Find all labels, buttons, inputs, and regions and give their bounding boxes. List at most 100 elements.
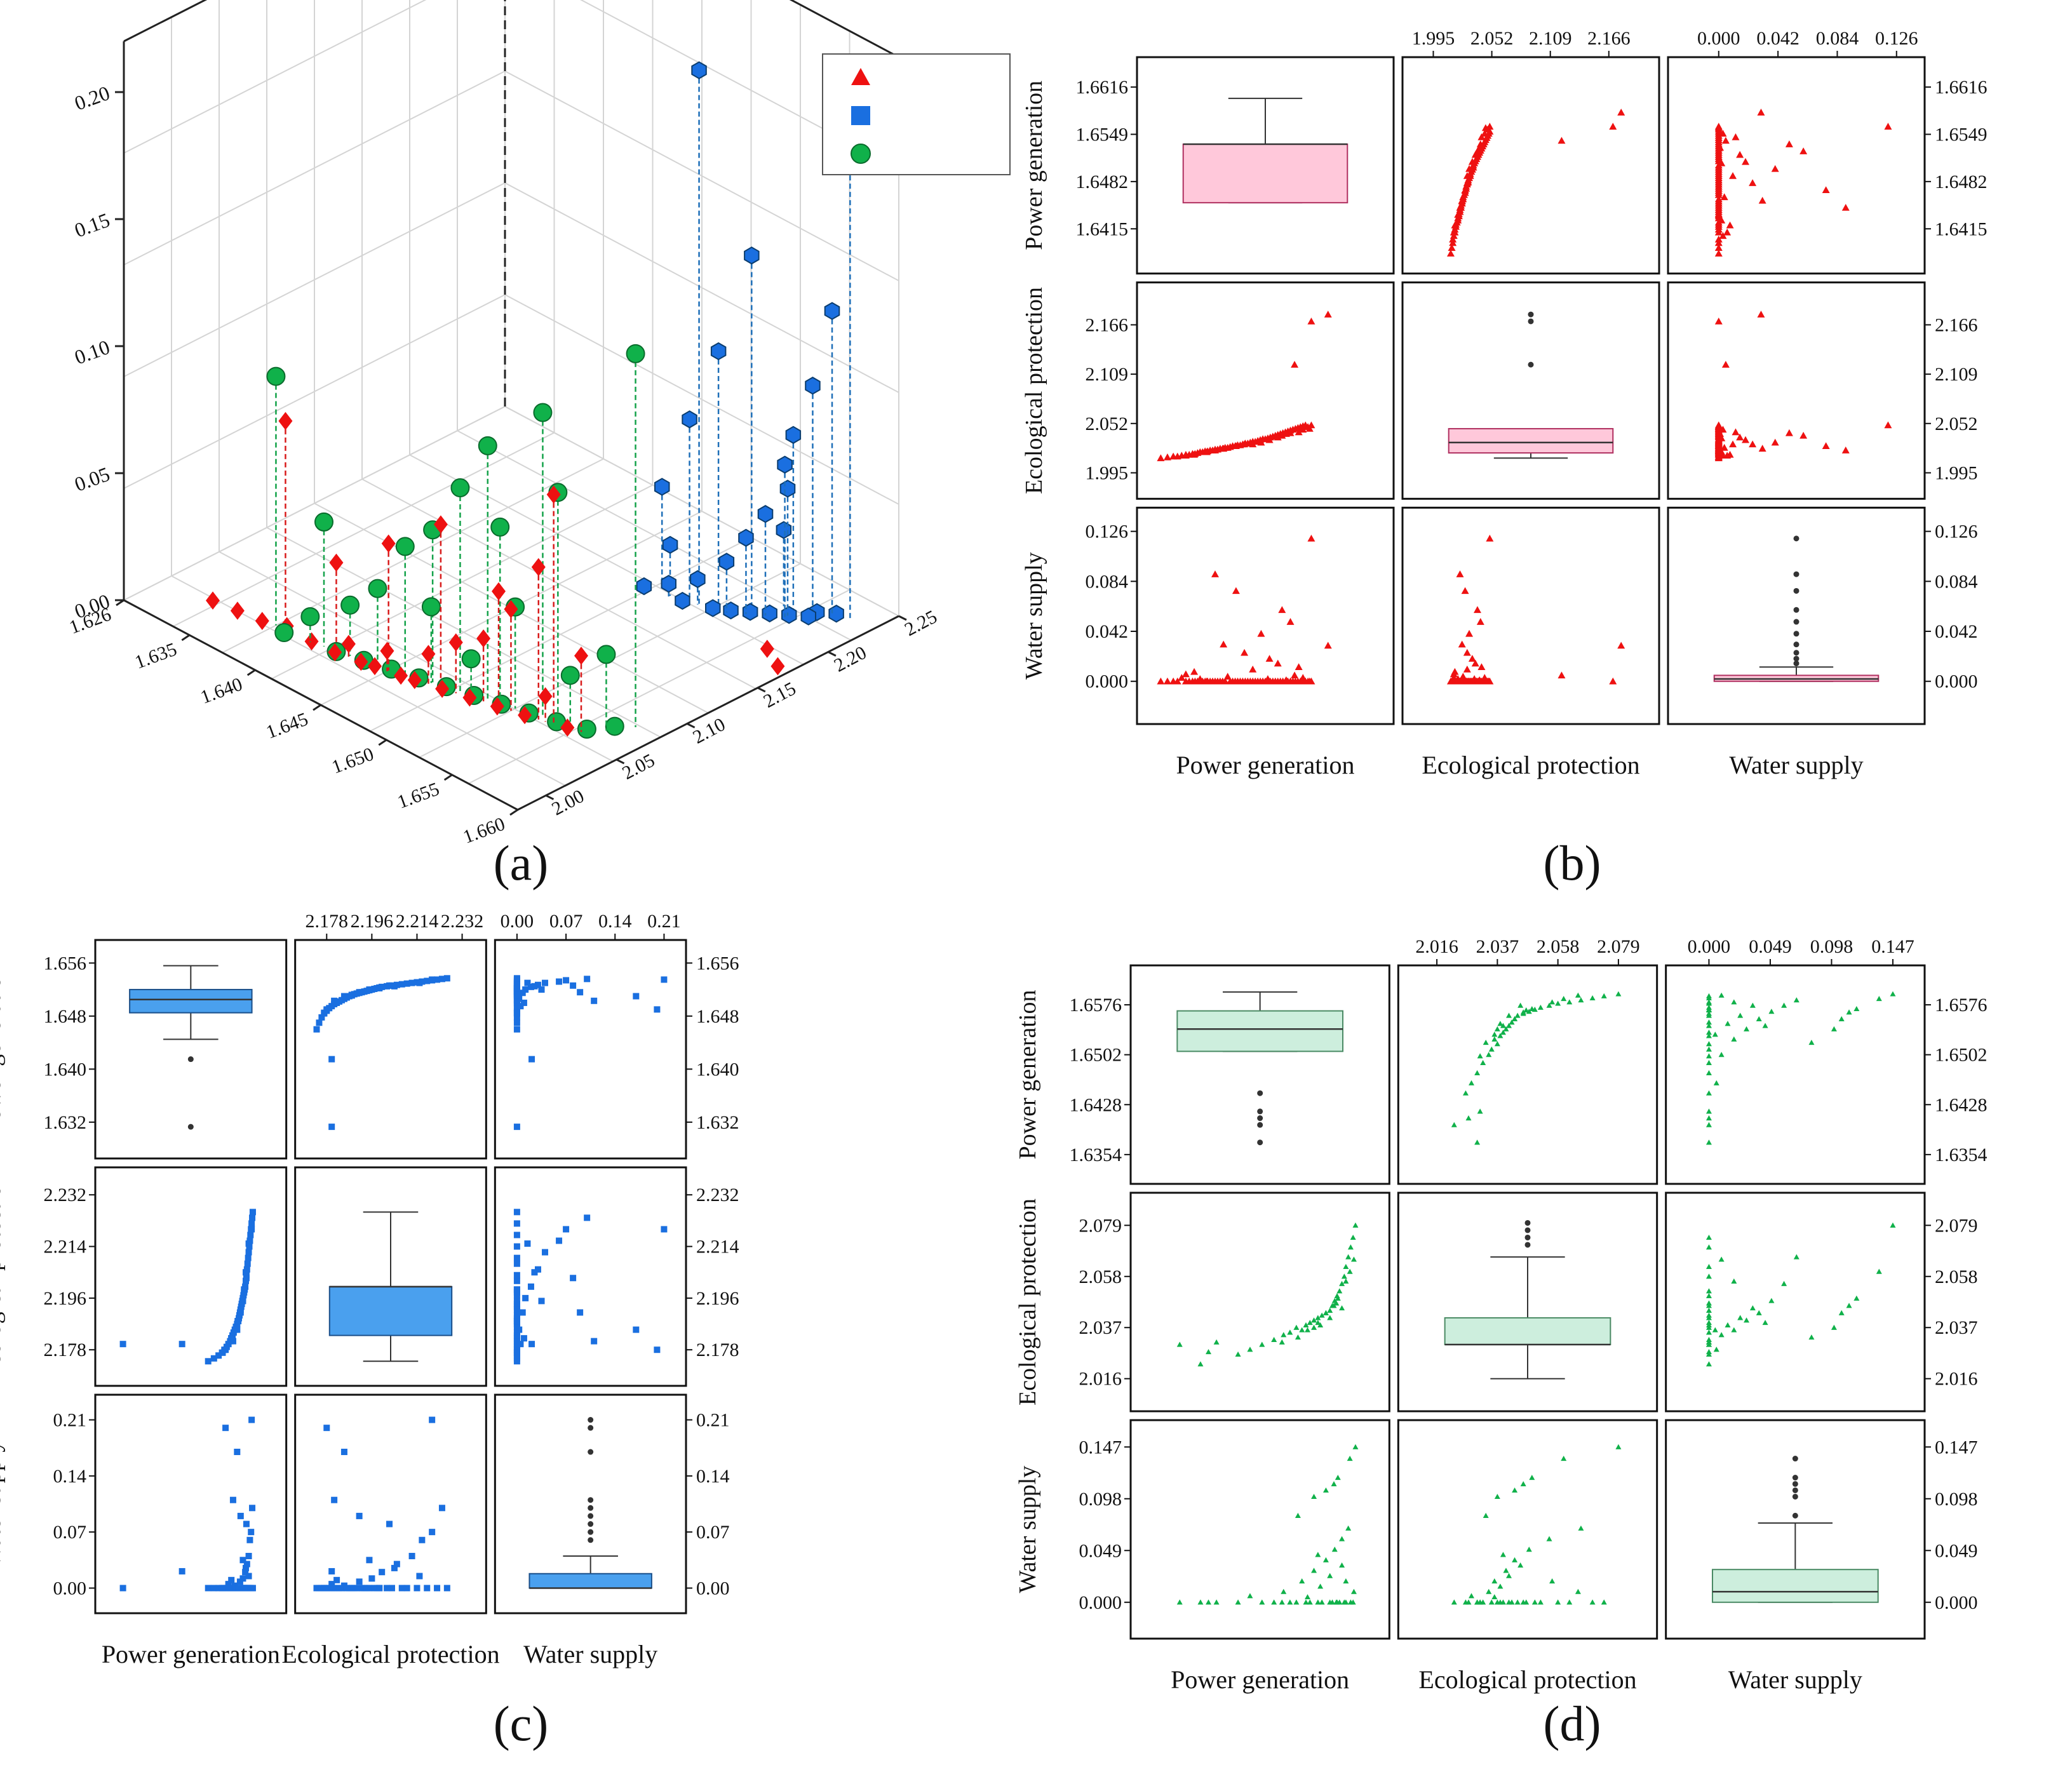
scatter-point xyxy=(1347,1456,1353,1461)
scatter-point xyxy=(1736,433,1744,441)
scatter-point xyxy=(1465,164,1474,172)
scatter-point xyxy=(1705,1030,1712,1035)
scatter-point xyxy=(1725,1021,1731,1026)
scatter-point xyxy=(443,975,450,982)
scatter-point xyxy=(1617,109,1625,116)
scatter-point xyxy=(1720,443,1728,451)
scatter-point xyxy=(1705,1108,1712,1114)
scatter-point xyxy=(1737,1012,1744,1018)
matrix-cell-frame xyxy=(294,939,487,1160)
scatter-point xyxy=(1322,1557,1329,1562)
scatter-point xyxy=(228,1576,235,1583)
z-tick-label: 0.05 xyxy=(71,462,112,496)
box-outlier xyxy=(1792,1456,1798,1462)
scatter-point xyxy=(1241,440,1249,448)
scatter-point xyxy=(1295,1512,1301,1518)
scatter-point xyxy=(1705,1320,1712,1326)
box-outlier xyxy=(1792,1480,1798,1487)
scatter-point xyxy=(1347,1244,1354,1250)
x-tick xyxy=(378,739,387,746)
scatter-point xyxy=(1713,1080,1719,1085)
scatter-point xyxy=(1720,193,1728,201)
scatter-point xyxy=(243,1520,250,1527)
scatter-point xyxy=(1481,674,1489,681)
scatter-point xyxy=(1509,1019,1515,1025)
scatter-point xyxy=(519,990,526,997)
data-point xyxy=(781,606,797,624)
scatter-point xyxy=(243,1561,250,1567)
scatter-point xyxy=(368,1575,375,1582)
scatter-point xyxy=(366,1585,373,1592)
scatter-point xyxy=(1546,1536,1552,1541)
scatter-point xyxy=(328,1056,335,1063)
row-variable-label: Ecological protection xyxy=(1021,287,1047,494)
floor-gridline xyxy=(361,478,757,690)
matrix-cell-frame xyxy=(1665,964,1926,1185)
scatter-point xyxy=(1732,133,1740,140)
scatter-point xyxy=(1327,1315,1333,1320)
right-tick-label: 2.109 xyxy=(1935,364,1978,385)
scatter-point xyxy=(1762,1023,1768,1028)
data-point xyxy=(805,377,821,395)
left-tick-label: 1.6502 xyxy=(1070,1045,1122,1066)
right-tick-label: 1.6354 xyxy=(1935,1144,1988,1165)
scatter-point xyxy=(1213,1599,1220,1605)
right-tick-label: 0.07 xyxy=(696,1522,730,1543)
box-outlier xyxy=(1792,1487,1798,1493)
scatter-point xyxy=(1279,1339,1285,1345)
scatter-point xyxy=(1446,250,1455,257)
scatter-point xyxy=(1503,1567,1509,1573)
data-point xyxy=(328,643,342,662)
box-outlier xyxy=(1793,587,1800,594)
scatter-point xyxy=(1463,665,1471,673)
matrix-cell-frame xyxy=(1397,964,1658,1185)
scatter-point xyxy=(379,1569,386,1576)
matrix-cell-frame xyxy=(1129,964,1390,1185)
scatter-point xyxy=(1506,1023,1512,1028)
scatter-point xyxy=(513,1341,520,1348)
scatter-point xyxy=(513,975,520,982)
scatter-point xyxy=(1557,137,1566,144)
row-variable-label: Power generation xyxy=(1014,990,1041,1160)
scatter-point xyxy=(1731,1327,1737,1332)
top-tick-label: 2.109 xyxy=(1529,28,1572,49)
scatter-point xyxy=(520,999,527,1006)
scatter-point xyxy=(1705,1122,1712,1127)
scatter-point xyxy=(219,1585,226,1592)
scatter-point xyxy=(1705,1004,1712,1010)
scatter-point xyxy=(1279,1599,1285,1605)
scatter-point xyxy=(1721,137,1730,144)
data-point xyxy=(675,591,690,610)
scatter-point xyxy=(1705,1300,1712,1306)
scatter-point xyxy=(1718,1332,1725,1338)
scatter-point xyxy=(1800,431,1808,439)
scatter-point xyxy=(1705,1059,1712,1066)
scatter-point xyxy=(513,984,520,991)
scatter-point xyxy=(391,983,398,990)
scatter-point xyxy=(1705,1139,1712,1145)
right-tick-label: 1.6482 xyxy=(1935,171,1988,192)
scatter-point xyxy=(1729,440,1737,448)
scatter-point xyxy=(391,1564,398,1571)
scatter-point xyxy=(520,1335,527,1342)
box-outlier xyxy=(588,1537,594,1543)
scatter-point xyxy=(1307,677,1315,685)
scatter-point xyxy=(376,984,383,991)
scatter-point xyxy=(1206,1349,1212,1355)
data-point xyxy=(691,61,707,79)
scatter-point xyxy=(1718,992,1725,998)
scatter-point xyxy=(408,1552,415,1559)
data-point xyxy=(800,607,816,626)
scatter-point xyxy=(1705,1339,1712,1345)
scatter-point xyxy=(1529,1474,1535,1480)
scatter-point xyxy=(1450,228,1458,236)
scatter-point xyxy=(1731,1278,1737,1284)
scatter-point xyxy=(398,981,405,988)
scatter-point xyxy=(522,1294,529,1301)
scatter-point xyxy=(1197,1599,1204,1605)
scatter-point xyxy=(513,1298,520,1305)
left-tick-label: 1.640 xyxy=(44,1059,87,1080)
scatter-point xyxy=(1853,1295,1860,1301)
right-tick-label: 0.21 xyxy=(696,1410,730,1431)
